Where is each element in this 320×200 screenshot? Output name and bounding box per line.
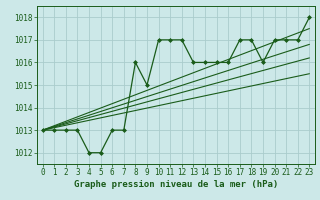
X-axis label: Graphe pression niveau de la mer (hPa): Graphe pression niveau de la mer (hPa) [74, 180, 278, 189]
